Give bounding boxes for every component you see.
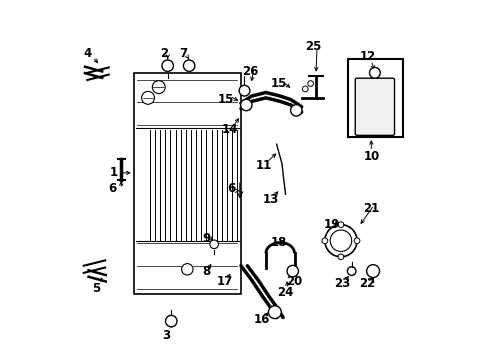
Text: 22: 22 [359,277,375,290]
Circle shape [162,60,173,71]
Text: 3: 3 [162,329,170,342]
Text: 24: 24 [276,286,292,299]
Circle shape [324,225,356,257]
Text: 6: 6 [108,183,116,195]
Circle shape [337,222,343,228]
Circle shape [240,99,251,111]
Text: 6: 6 [227,183,235,195]
FancyBboxPatch shape [354,78,394,135]
Text: 19: 19 [323,218,340,231]
Circle shape [268,306,281,319]
Text: 4: 4 [83,47,91,60]
Circle shape [337,254,343,260]
Circle shape [152,81,165,94]
Text: 18: 18 [270,236,286,249]
Circle shape [165,315,177,327]
Text: 2: 2 [160,47,168,60]
Text: 16: 16 [254,313,270,326]
Text: 15: 15 [270,77,286,90]
Text: 1: 1 [110,166,118,179]
Circle shape [366,265,379,278]
Text: 17: 17 [216,275,232,288]
Text: 8: 8 [202,265,210,278]
Circle shape [286,265,298,277]
Circle shape [181,264,193,275]
Text: 13: 13 [262,193,278,206]
Text: 26: 26 [242,64,258,77]
Text: 14: 14 [222,123,238,136]
Text: 20: 20 [285,275,301,288]
Text: 15: 15 [217,93,234,106]
Text: 11: 11 [255,159,271,172]
Text: 23: 23 [334,277,350,290]
Bar [347,59,403,137]
Text: 5: 5 [92,283,100,296]
Circle shape [239,85,249,96]
Circle shape [290,105,302,116]
Circle shape [183,60,194,71]
Circle shape [209,240,218,249]
Circle shape [369,67,380,78]
Text: 9: 9 [203,233,211,246]
Text: 10: 10 [363,150,379,163]
Circle shape [302,86,307,92]
Circle shape [329,230,351,251]
Circle shape [322,238,327,244]
Circle shape [307,81,313,86]
Text: 21: 21 [363,202,379,215]
Text: 7: 7 [180,47,187,60]
Text: 25: 25 [305,40,321,53]
Bar [134,73,241,294]
Circle shape [346,267,355,275]
Text: 12: 12 [359,50,375,63]
Circle shape [142,91,154,104]
Circle shape [353,238,359,244]
